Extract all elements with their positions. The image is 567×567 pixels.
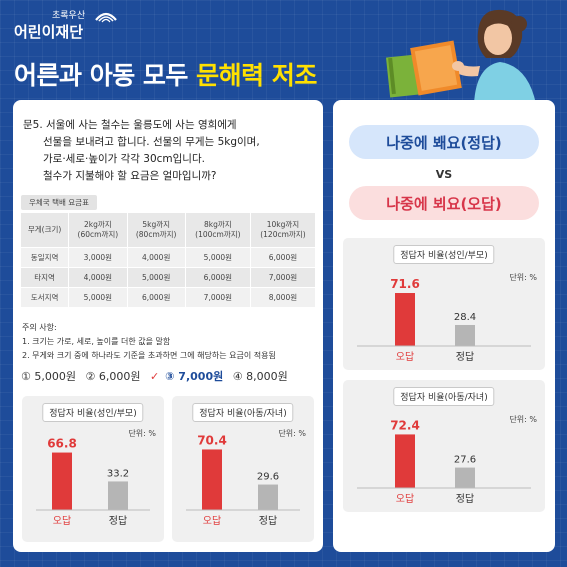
table-cell: 4,000원 <box>69 268 127 287</box>
question-line-2: 선물을 보내려고 합니다. 선물의 무게는 5kg이며, <box>43 136 260 148</box>
chart-unit-label: 단위: % <box>509 272 537 282</box>
table-cell: 6,000원 <box>127 288 185 307</box>
bar-wrong <box>395 293 415 346</box>
notes-item-2: 2. 무게와 크기 중에 하나라도 기준을 초과하면 그에 해당하는 요금이 적… <box>22 351 276 360</box>
answer-options: ① 5,000원 ② 6,000원 ✓ ③ 7,000원 ④ 8,000원 <box>21 368 294 384</box>
category-label: 오답 <box>53 515 71 527</box>
chart-title: 정답자 비율(아동/자녀) <box>393 387 495 406</box>
bar-correct <box>258 484 278 510</box>
headline: 어른과 아동 모두 문해력 저조 <box>14 56 317 92</box>
table-row: 타지역 4,000원 5,000원 6,000원 7,000원 <box>21 268 315 287</box>
table-row: 동일지역 3,000원 4,000원 5,000원 6,000원 <box>21 248 315 267</box>
category-label: 오답 <box>203 515 221 527</box>
option-4: ④ 8,000원 <box>232 370 288 383</box>
headline-highlight: 문해력 저조 <box>196 61 317 90</box>
bar-value-label: 29.6 <box>257 472 279 483</box>
table-cell: 7,000원 <box>185 288 250 307</box>
bar-wrong <box>395 434 415 488</box>
chart-title: 정답자 비율(성인/부모) <box>393 245 495 264</box>
fee-table-header: 2kg까지 (60cm까지) <box>69 213 127 247</box>
table-cell: 6,000원 <box>185 268 250 287</box>
headline-prefix: 어른과 아동 모두 <box>14 61 188 90</box>
option-2: ② 6,000원 <box>85 370 141 383</box>
chart-title: 정답자 비율(성인/부모) <box>42 403 144 422</box>
table-cell: 5,000원 <box>185 248 250 267</box>
umbrella-swirl-icon <box>95 12 117 23</box>
chart-svg: 단위: % 71.6 오답 28.4 정답 <box>357 272 537 363</box>
chart-child-right: 단위: % 72.4 오답 27.6 정답 정답자 비율(아동/자녀) <box>343 380 545 512</box>
question-line-3: 가로·세로·높이가 각각 30cm입니다. <box>43 153 205 165</box>
fee-table-header: 10kg까지 (120cm까지) <box>250 213 315 247</box>
spelling-card: 나중에 봬요(정답) VS 나중에 뵈요(오답) 단위: % 71.6 오답 28.4… <box>333 100 555 552</box>
chart-unit-label: 단위: % <box>509 414 537 424</box>
chart-svg: 단위: % 66.8 오답 33.2 정답 <box>36 428 156 527</box>
table-cell: 5,000원 <box>127 268 185 287</box>
option-1: ① 5,000원 <box>21 370 76 383</box>
table-cell: 동일지역 <box>21 248 69 267</box>
bar-value-label: 28.4 <box>454 312 476 323</box>
chart-adult-left: 단위: % 66.8 오답 33.2 정답 정답자 비율(성인/부모) <box>22 396 164 542</box>
fee-table-header: 5kg까지 (80cm까지) <box>127 213 185 247</box>
correct-phrase-pill: 나중에 봬요(정답) <box>349 125 539 159</box>
bar-correct <box>455 324 475 346</box>
bar-wrong <box>202 449 222 510</box>
table-cell: 3,000원 <box>69 248 127 267</box>
girl-reading-illustration <box>385 9 536 104</box>
option-3-correct: ③ 7,000원 <box>165 370 224 383</box>
category-label: 정답 <box>109 515 127 527</box>
bar-value-label: 72.4 <box>390 418 420 432</box>
chart-child-left: 단위: % 70.4 오답 29.6 정답 정답자 비율(아동/자녀) <box>172 396 314 542</box>
question-card: 문5. 서울에 사는 철수는 울릉도에 사는 영희에게 선물을 보내려고 합니다… <box>13 100 323 552</box>
table-cell: 5,000원 <box>69 288 127 307</box>
notes-title: 주의 사항: <box>22 323 57 332</box>
chart-adult-right: 단위: % 71.6 오답 28.4 정답 정답자 비율(성인/부모) <box>343 238 545 370</box>
bar-value-label: 33.2 <box>107 468 129 479</box>
table-cell: 6,000원 <box>250 248 315 267</box>
category-label: 정답 <box>259 515 277 527</box>
bar-value-label: 27.6 <box>454 455 476 466</box>
bar-value-label: 66.8 <box>47 437 77 451</box>
fee-table-header: 8kg까지 (100cm까지) <box>185 213 250 247</box>
table-cell: 7,000원 <box>250 268 315 287</box>
question-text: 문5. 서울에 사는 철수는 울릉도에 사는 영희에게 선물을 보내려고 합니다… <box>23 117 260 185</box>
bar-value-label: 71.6 <box>390 277 420 291</box>
fee-table-header: 무게(크기) <box>21 213 69 247</box>
table-cell: 8,000원 <box>250 288 315 307</box>
fee-table-header-row: 무게(크기) 2kg까지 (60cm까지) 5kg까지 (80cm까지) 8kg까지… <box>21 213 315 247</box>
question-line-4: 철수가 지불해야 할 요금은 얼마입니까? <box>43 170 217 182</box>
notes: 주의 사항: 1. 크기는 가로, 세로, 높이를 더한 값을 말함 2. 무게… <box>22 321 276 363</box>
category-label: 오답 <box>396 493 414 505</box>
bar-wrong <box>52 452 72 510</box>
logo-sub: 초록우산 <box>52 11 86 21</box>
category-label: 정답 <box>456 351 474 363</box>
bar-correct <box>108 481 128 510</box>
question-line-1: 문5. 서울에 사는 철수는 울릉도에 사는 영희에게 <box>23 119 237 131</box>
chart-unit-label: 단위: % <box>278 428 306 438</box>
chart-unit-label: 단위: % <box>128 428 156 438</box>
bar-value-label: 70.4 <box>197 433 227 447</box>
category-label: 오답 <box>396 351 414 363</box>
notes-item-1: 1. 크기는 가로, 세로, 높이를 더한 값을 말함 <box>22 337 171 346</box>
bar-correct <box>455 467 475 488</box>
table-cell: 도서지역 <box>21 288 69 307</box>
chart-svg: 단위: % 70.4 오답 29.6 정답 <box>186 428 306 527</box>
table-cell: 타지역 <box>21 268 69 287</box>
chart-title: 정답자 비율(아동/자녀) <box>192 403 294 422</box>
wrong-phrase-pill: 나중에 뵈요(오답) <box>349 186 539 220</box>
category-label: 정답 <box>456 493 474 505</box>
vs-label: VS <box>435 168 453 181</box>
table-row: 도서지역 5,000원 6,000원 7,000원 8,000원 <box>21 288 315 307</box>
chart-svg: 단위: % 72.4 오답 27.6 정답 <box>357 414 537 505</box>
fee-table-title: 우체국 택배 요금표 <box>21 195 97 210</box>
logo-main: 어린이재단 <box>14 23 84 41</box>
table-cell: 4,000원 <box>127 248 185 267</box>
fee-table: 무게(크기) 2kg까지 (60cm까지) 5kg까지 (80cm까지) 8kg까지… <box>20 212 316 308</box>
checkmark-icon: ✓ <box>149 370 160 383</box>
